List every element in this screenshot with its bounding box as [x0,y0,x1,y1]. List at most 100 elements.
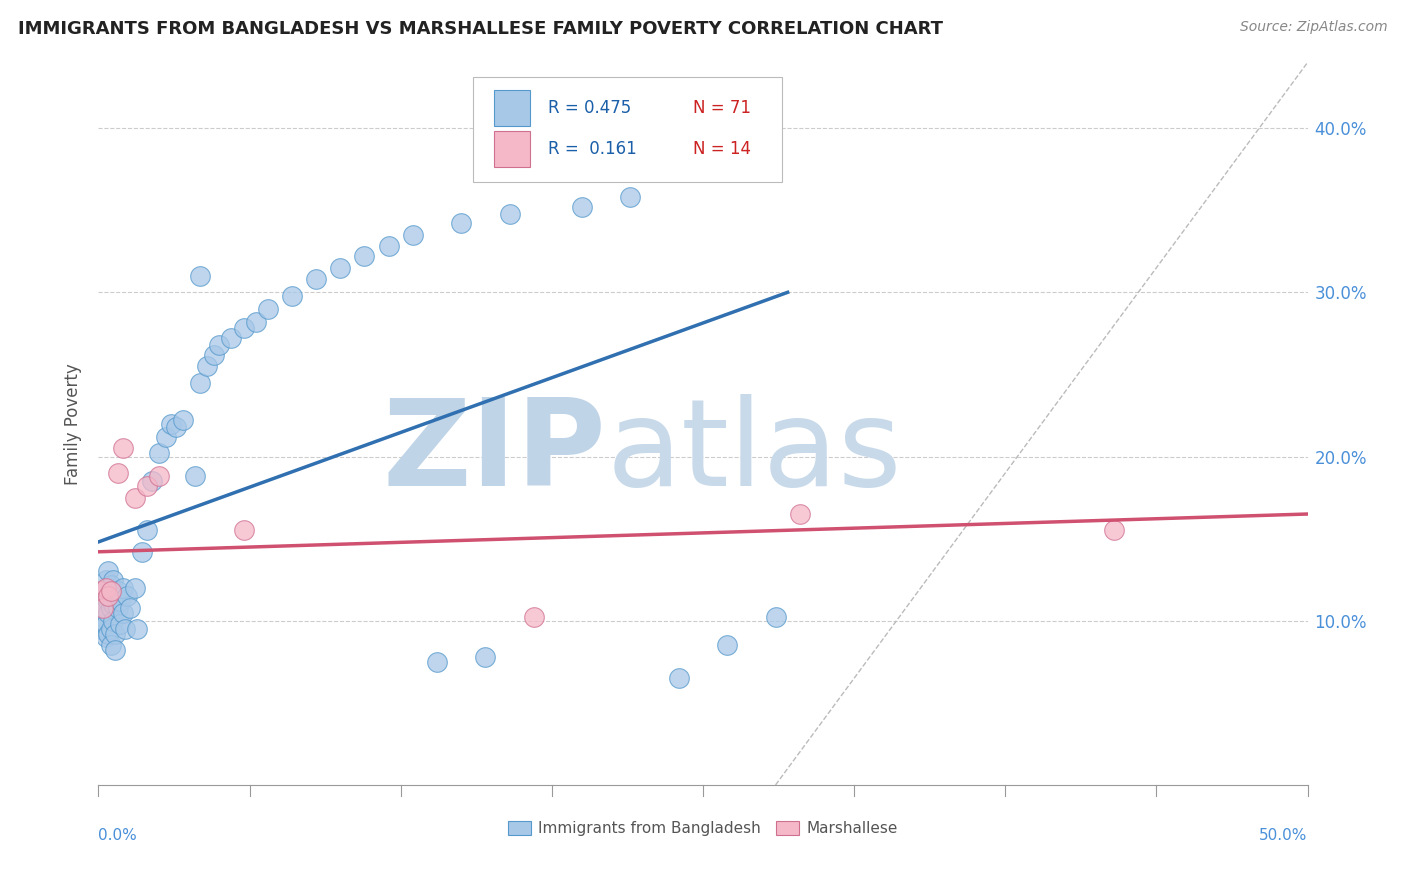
Point [450,216,472,230]
Point [97,589,120,603]
Point [523,610,546,624]
Point [160,417,183,431]
FancyBboxPatch shape [494,90,530,126]
Point [184,469,207,483]
Legend: Immigrants from Bangladesh, Marshallese: Immigrants from Bangladesh, Marshallese [502,815,904,842]
Point [100,639,122,653]
Point [148,469,170,483]
Point [148,446,170,460]
Point [107,584,129,599]
Point [232,524,254,538]
Point [100,589,122,603]
Point [668,671,690,685]
Point [124,491,146,505]
Point [426,655,449,669]
Point [90,584,112,599]
Point [107,600,129,615]
Point [155,430,177,444]
Point [100,577,122,591]
Point [90,606,112,620]
Point [188,376,211,390]
Point [100,622,122,636]
Point [135,524,157,538]
Point [131,545,153,559]
Point [94,600,117,615]
Point [94,573,117,587]
Point [305,272,328,286]
Point [135,479,157,493]
Y-axis label: Family Poverty: Family Poverty [65,363,83,484]
Point [91,600,114,615]
Point [90,594,112,608]
Point [94,581,117,595]
Point [127,622,149,636]
Point [97,627,120,641]
Point [172,413,194,427]
Point [498,206,520,220]
Point [94,617,117,632]
Point [329,260,352,275]
Text: 0.0%: 0.0% [98,829,138,843]
Point [97,565,120,579]
Point [789,507,811,521]
Point [91,620,114,634]
Point [377,239,399,253]
Point [108,617,131,632]
Point [104,627,127,641]
Point [232,321,254,335]
Point [101,598,124,612]
Point [94,630,117,644]
Point [281,288,304,302]
Point [101,614,124,628]
Point [221,331,243,345]
Text: 50.0%: 50.0% [1260,829,1308,843]
Text: R = 0.475: R = 0.475 [548,99,631,117]
Point [256,301,278,316]
Point [204,348,226,362]
Point [353,249,375,263]
Point [91,610,114,624]
Point [91,589,114,603]
Point [104,589,127,603]
Point [124,581,146,595]
Point [474,649,496,664]
Point [114,622,136,636]
Point [111,606,134,620]
Point [111,442,134,456]
Point [188,268,211,283]
Point [208,338,231,352]
FancyBboxPatch shape [474,77,782,182]
Point [94,584,117,599]
Point [716,639,738,653]
Point [97,594,120,608]
Point [117,589,139,603]
Text: R =  0.161: R = 0.161 [548,140,637,158]
Point [195,359,218,374]
Point [571,200,593,214]
Point [90,622,112,636]
Point [141,474,163,488]
Point [402,227,425,242]
Point [108,594,131,608]
Text: atlas: atlas [606,394,901,511]
Point [118,600,141,615]
Point [100,600,122,615]
Text: ZIP: ZIP [382,394,606,511]
Point [104,643,127,657]
Text: IMMIGRANTS FROM BANGLADESH VS MARSHALLESE FAMILY POVERTY CORRELATION CHART: IMMIGRANTS FROM BANGLADESH VS MARSHALLES… [18,20,943,37]
Point [101,573,124,587]
Text: Source: ZipAtlas.com: Source: ZipAtlas.com [1240,20,1388,34]
Point [111,581,134,595]
Point [100,584,122,599]
FancyBboxPatch shape [494,131,530,167]
Text: N = 71: N = 71 [693,99,751,117]
Point [619,190,641,204]
Text: N = 14: N = 14 [693,140,751,158]
Point [165,420,187,434]
Point [765,610,787,624]
Point [91,600,114,615]
Point [97,606,120,620]
Point [245,315,267,329]
Point [107,466,129,480]
Point [1102,524,1125,538]
